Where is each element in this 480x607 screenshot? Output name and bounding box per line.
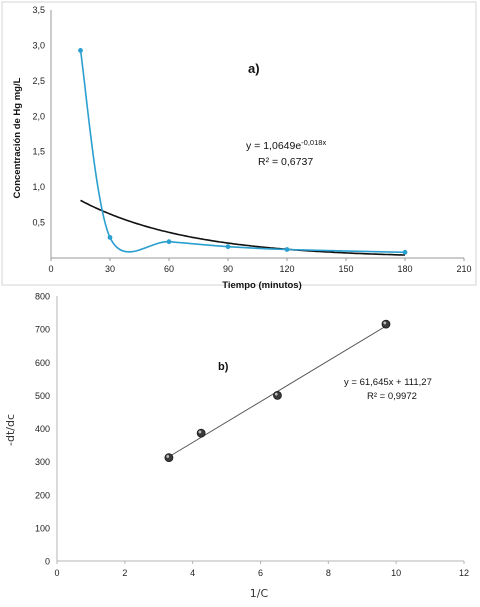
- chart-a-y-tick-label: 1,0: [32, 182, 45, 192]
- chart-b-data-point: [273, 390, 282, 400]
- chart-b-data-point: [381, 319, 391, 329]
- chart-b-y-tick-label: 800: [35, 292, 50, 302]
- chart-a-x-tick-label: 30: [105, 264, 115, 274]
- chart-a-x-tick-label: 180: [397, 264, 412, 274]
- chart-a-data-point: [284, 247, 290, 252]
- chart-b-y-tick-label: 600: [35, 358, 50, 368]
- chart-a-x-axis-title: Tiempo (minutos): [222, 280, 302, 291]
- chart-a-panel-label: a): [248, 61, 260, 76]
- chart-a-points: [78, 47, 408, 255]
- chart-b-x-tick-label: 10: [391, 568, 401, 578]
- chart-a-y-tick-label: 2,5: [32, 76, 45, 86]
- chart-b-y-tick-label: 300: [35, 457, 50, 467]
- chart-b-y-axis-title: -dt/dc: [4, 414, 17, 446]
- chart-a-x-tick-label: 210: [456, 264, 471, 274]
- chart-b-y-tick-label: 700: [35, 325, 50, 335]
- chart-b-x-tick-label: 2: [122, 568, 127, 578]
- chart-a-border: [1, 1, 477, 286]
- chart-a-data-point: [225, 244, 231, 250]
- chart-a-x-tick-label: 60: [164, 264, 174, 274]
- chart-b-x-axis-title: 1/C: [250, 587, 269, 600]
- chart-a-y-tick-label: 0,5: [32, 218, 45, 228]
- chart-b-x-ticks: 0 2 4 6 8 10 12: [54, 561, 469, 578]
- chart-a-x-tick-label: 90: [223, 264, 233, 274]
- chart-a-equation-exponent: -0,018x: [301, 138, 326, 147]
- chart-b-x-tick-label: 12: [459, 568, 469, 578]
- chart-b-panel-label: b): [218, 361, 229, 373]
- chart-b: 800 700 600 500 400 300 200 100 0 0 2 4 6 8 10 12 -dt/…: [4, 292, 469, 601]
- chart-b-y-tick-label: 0: [45, 557, 50, 567]
- chart-b-data-point-highlight: [274, 392, 278, 396]
- chart-a-data-point: [402, 249, 408, 255]
- chart-a-data-point: [107, 235, 113, 240]
- chart-b-y-tick-label: 400: [35, 424, 50, 434]
- chart-a-data-point: [78, 47, 83, 53]
- chart-b-points: [164, 319, 391, 463]
- chart-b-equation: y = 61,645x + 111,27: [344, 377, 432, 388]
- chart-a-x-ticks: 0 30 60 90 120 150 180 210: [48, 258, 472, 274]
- chart-a-series-line: [79, 50, 406, 254]
- chart-b-r2: R² = 0,9972: [367, 391, 417, 402]
- chart-b-data-point-highlight: [166, 455, 170, 458]
- chart-b-x-tick-label: 8: [326, 568, 331, 578]
- chart-b-data-point: [196, 428, 206, 438]
- chart-a-data-point: [166, 239, 172, 245]
- chart-a-y-axis-title: Concentración de Hg mg/L: [12, 77, 23, 198]
- chart-b-data-point-highlight: [198, 430, 202, 434]
- chart-b-x-tick-label: 4: [190, 568, 195, 578]
- chart-b-data-point: [164, 453, 174, 463]
- chart-a-y-tick-label: 3,5: [32, 5, 45, 15]
- chart-a-r2: R² = 0,6737: [258, 156, 313, 168]
- chart-a-y-ticks: 3,5 3,0 2,5 2,0 1,5 1,0 0,5: [32, 5, 45, 228]
- chart-b-y-tick-label: 200: [35, 490, 50, 500]
- chart-b-y-tick-label: 100: [35, 523, 50, 533]
- chart-a-x-tick-label: 0: [48, 264, 53, 274]
- chart-a-y-tick-label: 3,0: [32, 40, 45, 50]
- chart-b-y-ticks: 800 700 600 500 400 300 200 100 0: [35, 292, 50, 567]
- chart-b-x-tick-label: 0: [54, 568, 59, 578]
- chart-a-x-tick-label: 150: [338, 264, 353, 274]
- chart-a-equation-base: y = 1,0649e: [246, 140, 301, 152]
- chart-b-y-tick-label: 500: [35, 391, 50, 401]
- chart-a-trendline: [80, 199, 405, 256]
- chart-a-y-tick-label: 2,0: [32, 111, 45, 121]
- chart-a: 3,5 3,0 2,5 2,0 1,5 1,0 0,5 0 30 60 90 120 150 180 21…: [1, 1, 477, 291]
- chart-b-x-tick-label: 6: [258, 568, 263, 578]
- chart-b-data-point-highlight: [383, 321, 387, 325]
- chart-a-x-tick-label: 120: [279, 264, 294, 274]
- chart-a-y-tick-label: 1,5: [32, 147, 45, 157]
- chart-a-equation: y = 1,0649e-0,018x: [246, 138, 326, 152]
